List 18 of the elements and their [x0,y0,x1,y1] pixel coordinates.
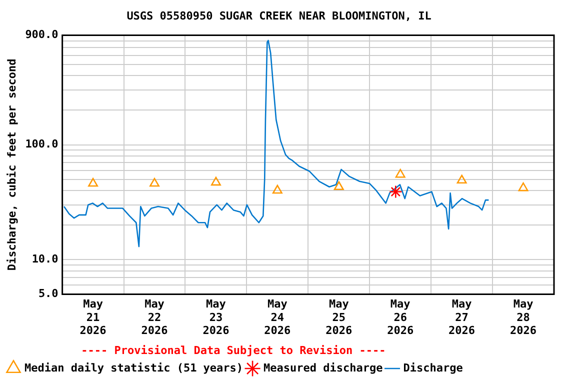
x-tick-label: May 27 2026 [448,298,476,338]
legend-label: Measured discharge [264,361,384,374]
x-tick-label: May 25 2026 [326,298,353,338]
x-tick-label: May 28 2026 [510,298,537,338]
x-tick-label: May 26 2026 [387,298,414,338]
y-axis-title: Discharge, cubic feet per second [5,58,18,271]
y-tick-label: 5.0 [38,287,58,300]
x-tick-label: May 22 2026 [141,298,168,338]
x-tick-label: May 21 2026 [80,298,107,338]
x-tick-label: May 23 2026 [202,298,230,338]
y-tick-label: 100.0 [25,138,58,151]
legend-label: Discharge [403,361,464,374]
chart-title: USGS 05580950 SUGAR CREEK NEAR BLOOMINGTON, IL [126,9,432,22]
x-tick-label: May 24 2026 [264,298,292,338]
text: ---- Provisional Data Subject to Revision ---- [81,344,386,358]
legend-label: Median daily statistic (51 years) [24,361,244,374]
y-tick-label: 10.0 [32,252,58,266]
y-tick-label: 900.0 [25,28,58,42]
